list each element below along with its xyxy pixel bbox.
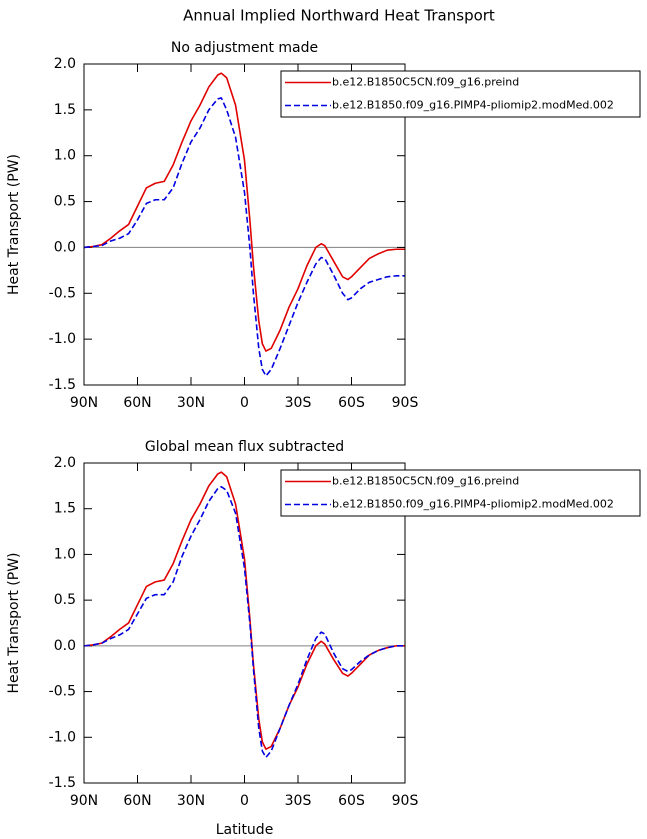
series-line xyxy=(83,72,405,352)
x-tick-label: 0 xyxy=(240,793,249,809)
y-tick-label: -1.0 xyxy=(49,729,76,745)
y-tick-label: 1.0 xyxy=(54,546,76,562)
y-tick-label: 0.0 xyxy=(54,239,76,255)
legend-label: b.e12.B1850.f09_g16.PIMP4-pliomip2.modMe… xyxy=(332,498,614,511)
legend: b.e12.B1850C5CN.f09_g16.preind b.e12.B185… xyxy=(280,469,641,517)
y-tick-label: -0.5 xyxy=(49,285,76,301)
x-tick-label: 60N xyxy=(123,395,151,411)
y-tick-label: -1.0 xyxy=(49,331,76,347)
x-tick-label: 90S xyxy=(392,793,419,809)
x-tick-label: 90N xyxy=(70,395,98,411)
x-axis-label: Latitude xyxy=(216,822,274,838)
figure-title: Annual Implied Northward Heat Transport xyxy=(183,7,495,25)
x-tick-label: 30S xyxy=(285,793,312,809)
x-tick-label: 0 xyxy=(240,395,249,411)
y-tick-label: -1.5 xyxy=(49,377,76,393)
legend-label: b.e12.B1850.f09_g16.PIMP4-pliomip2.modMe… xyxy=(332,99,614,112)
y-tick-label: 2.0 xyxy=(54,56,76,72)
legend: b.e12.B1850C5CN.f09_g16.preind b.e12.B185… xyxy=(280,70,641,118)
y-axis-label: Heat Transport (PW) xyxy=(6,552,22,693)
series-line xyxy=(83,485,405,759)
y-tick-label: -0.5 xyxy=(49,684,76,700)
y-tick-label: 2.0 xyxy=(54,455,76,471)
legend-label: b.e12.B1850C5CN.f09_g16.preind xyxy=(332,76,519,89)
legend-label: b.e12.B1850C5CN.f09_g16.preind xyxy=(332,475,519,488)
x-tick-label: 60N xyxy=(123,793,151,809)
x-tick-label: 30S xyxy=(285,395,312,411)
y-tick-label: 0.5 xyxy=(54,194,76,210)
y-tick-label: -1.5 xyxy=(49,775,76,791)
x-tick-label: 90S xyxy=(392,395,419,411)
y-tick-label: 1.5 xyxy=(54,501,76,517)
x-tick-label: 60S xyxy=(338,395,365,411)
x-tick-label: 90N xyxy=(70,793,98,809)
legend-box xyxy=(280,70,641,118)
y-tick-label: 0.5 xyxy=(54,592,76,608)
y-tick-label: 1.5 xyxy=(54,102,76,118)
panel-title: Global mean flux subtracted xyxy=(145,439,344,455)
y-tick-label: 0.0 xyxy=(54,638,76,654)
x-tick-label: 60S xyxy=(338,793,365,809)
y-tick-label: 1.0 xyxy=(54,148,76,164)
legend-box xyxy=(280,469,641,517)
panel-title: No adjustment made xyxy=(171,40,318,56)
series-line xyxy=(83,97,405,377)
x-tick-label: 30N xyxy=(177,793,205,809)
plot-frame xyxy=(83,63,406,386)
y-axis-label: Heat Transport (PW) xyxy=(6,154,22,295)
plot-frame xyxy=(83,462,406,784)
x-tick-label: 30N xyxy=(177,395,205,411)
